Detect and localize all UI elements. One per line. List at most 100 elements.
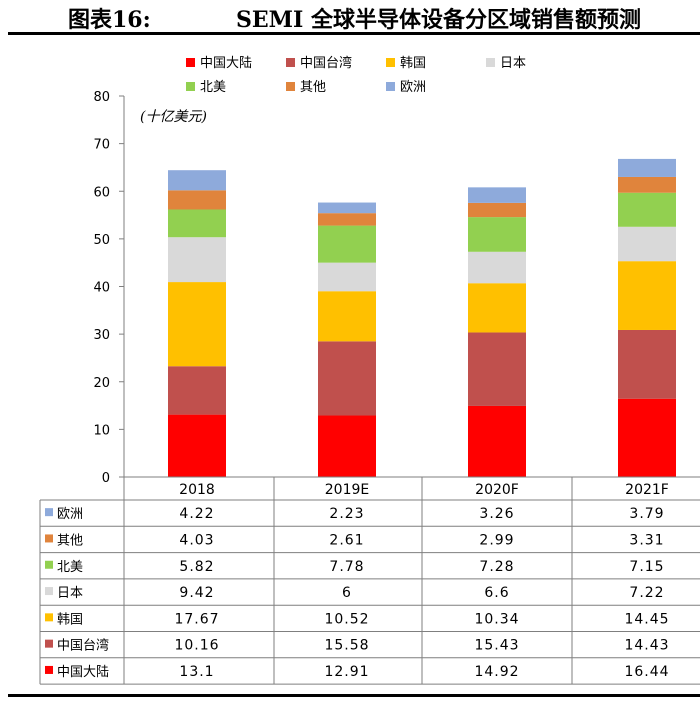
legend-swatch xyxy=(486,58,495,67)
table-cell: 10.16 xyxy=(174,638,219,654)
table-row-swatch xyxy=(45,639,53,648)
bar-segment xyxy=(168,282,226,367)
bar-segment xyxy=(618,329,676,399)
table-cell: 16.44 xyxy=(624,664,669,680)
table-row-swatch xyxy=(45,613,53,622)
table-cell: 17.67 xyxy=(174,611,219,627)
table-row-swatch xyxy=(45,560,53,569)
table-row-swatch xyxy=(45,587,53,596)
table-cell: 6 xyxy=(342,585,352,601)
bar-segment xyxy=(468,405,526,477)
bar-segment xyxy=(318,341,376,416)
bar-segment xyxy=(168,170,226,191)
table-cell: 7.15 xyxy=(629,559,664,575)
y-tick-label: 10 xyxy=(93,423,110,438)
table-row-label: 欧洲 xyxy=(57,507,83,522)
legend-label: 中国大陆 xyxy=(200,55,252,71)
legend-swatch xyxy=(186,58,195,67)
table-row-swatch xyxy=(45,508,53,517)
table-cell: 14.45 xyxy=(624,611,669,627)
y-tick-label: 50 xyxy=(93,233,110,248)
legend-label: 韩国 xyxy=(400,56,426,71)
bar-segment xyxy=(318,225,376,263)
table-cell: 9.42 xyxy=(179,585,214,601)
legend-swatch xyxy=(186,82,195,91)
y-tick-label: 70 xyxy=(93,138,110,153)
table-cell: 7.78 xyxy=(329,559,364,575)
legend-label: 其他 xyxy=(300,80,326,95)
bar-segment xyxy=(468,187,526,203)
bar-segment xyxy=(318,202,376,214)
x-tick-label: 2020F xyxy=(475,482,519,498)
figure-title: SEMI 全球半导体设备分区域销售额预测 xyxy=(236,7,641,33)
bar-segment xyxy=(318,415,376,477)
figure-header: 图表16: SEMI 全球半导体设备分区域销售额预测 xyxy=(0,0,700,33)
bar-segment xyxy=(168,209,226,238)
legend-swatch xyxy=(286,82,295,91)
bar-segment xyxy=(168,237,226,283)
bar-segment xyxy=(168,190,226,210)
legend-swatch xyxy=(386,82,395,91)
table-row-swatch xyxy=(45,534,53,543)
legend-label: 北美 xyxy=(200,80,226,95)
table-cell: 3.31 xyxy=(629,532,664,548)
y-tick-label: 80 xyxy=(93,90,110,105)
table-row-label: 韩国 xyxy=(57,612,83,627)
table-cell: 4.03 xyxy=(179,532,214,548)
table-cell: 3.79 xyxy=(629,506,664,522)
table-row-label: 其他 xyxy=(57,533,83,548)
table-cell: 5.82 xyxy=(179,559,214,575)
legend-label: 中国台湾 xyxy=(300,55,352,71)
table-cell: 4.22 xyxy=(179,506,214,522)
figure-label: 图表16: xyxy=(68,7,151,33)
bar-segment xyxy=(468,332,526,406)
y-tick-label: 60 xyxy=(93,185,110,200)
x-tick-label: 2018 xyxy=(179,482,215,498)
legend-label: 日本 xyxy=(500,56,526,71)
bar-segment xyxy=(318,291,376,342)
bar-segment xyxy=(468,283,526,333)
table-row-swatch xyxy=(45,665,53,674)
x-tick-label: 2021F xyxy=(625,482,669,498)
bar-segment xyxy=(168,414,226,477)
y-tick-label: 30 xyxy=(93,328,110,343)
y-tick-label: 20 xyxy=(93,376,110,391)
bar-segment xyxy=(618,192,676,227)
table-cell: 10.34 xyxy=(474,611,519,627)
bar-segment xyxy=(468,251,526,284)
bottom-rule xyxy=(8,694,700,697)
table-cell: 15.43 xyxy=(474,638,519,654)
table-row-label: 中国大陆 xyxy=(57,664,109,680)
bar-segment xyxy=(468,217,526,252)
table-cell: 7.22 xyxy=(629,585,664,601)
table-cell: 14.43 xyxy=(624,638,669,654)
legend-swatch xyxy=(286,58,295,67)
y-tick-label: 0 xyxy=(102,471,110,486)
y-tick-label: 40 xyxy=(93,281,110,296)
bar-segment xyxy=(318,213,376,226)
bar-segment xyxy=(168,366,226,415)
bar-segment xyxy=(618,226,676,262)
bar-segment xyxy=(318,262,376,292)
table-row-label: 中国台湾 xyxy=(57,638,109,654)
unit-note: (十亿美元) xyxy=(140,109,207,125)
table-row-label: 日本 xyxy=(57,586,83,601)
table-cell: 15.58 xyxy=(324,638,369,654)
bar-segment xyxy=(468,202,526,218)
legend-swatch xyxy=(386,58,395,67)
table-row-label: 北美 xyxy=(57,560,83,575)
bar-segment xyxy=(618,158,676,177)
legend-label: 欧洲 xyxy=(400,80,426,95)
table-cell: 13.1 xyxy=(179,664,214,680)
table-cell: 6.6 xyxy=(484,585,509,601)
table-cell: 2.61 xyxy=(329,532,364,548)
table-cell: 12.91 xyxy=(324,664,369,680)
bar-segment xyxy=(618,176,676,193)
bar-segment xyxy=(618,398,676,477)
table-cell: 2.99 xyxy=(479,532,514,548)
bar-segment xyxy=(618,261,676,330)
table-cell: 10.52 xyxy=(324,611,369,627)
table-cell: 14.92 xyxy=(474,664,519,680)
table-cell: 7.28 xyxy=(479,559,514,575)
